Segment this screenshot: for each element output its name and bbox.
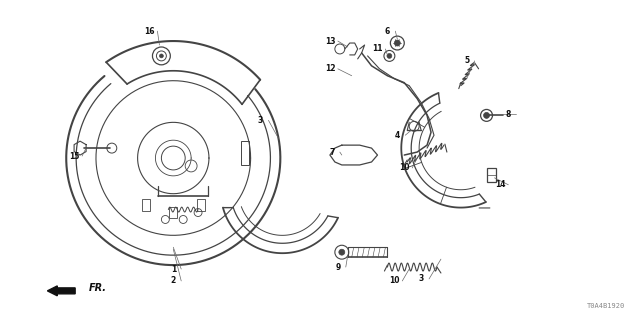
Text: 3: 3 xyxy=(419,275,424,284)
Circle shape xyxy=(484,112,490,118)
Text: 8: 8 xyxy=(506,110,511,119)
Circle shape xyxy=(159,54,163,58)
Text: 1: 1 xyxy=(171,265,176,274)
Text: 16: 16 xyxy=(144,27,155,36)
Text: T0A4B1920: T0A4B1920 xyxy=(587,303,625,309)
Text: 7: 7 xyxy=(329,148,335,156)
Text: 6: 6 xyxy=(385,27,390,36)
Text: 3: 3 xyxy=(258,116,263,125)
Text: 9: 9 xyxy=(335,263,340,272)
Text: 12: 12 xyxy=(324,64,335,73)
Text: 11: 11 xyxy=(372,44,383,53)
FancyArrow shape xyxy=(47,286,75,296)
Circle shape xyxy=(394,40,400,46)
Text: 14: 14 xyxy=(495,180,506,189)
Text: 10: 10 xyxy=(389,276,399,285)
Text: FR.: FR. xyxy=(89,283,107,293)
Text: 13: 13 xyxy=(324,36,335,45)
Text: 2: 2 xyxy=(171,276,176,285)
Circle shape xyxy=(387,53,392,58)
Text: 10: 10 xyxy=(399,164,410,172)
Text: 5: 5 xyxy=(464,56,469,65)
Circle shape xyxy=(339,249,345,255)
Text: 4: 4 xyxy=(395,131,400,140)
Text: 15: 15 xyxy=(69,152,79,161)
